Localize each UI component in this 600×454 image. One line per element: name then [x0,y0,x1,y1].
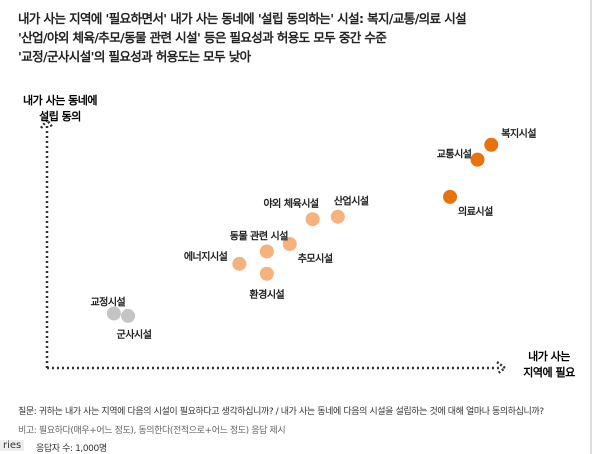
data-point [259,266,274,281]
axes [40,117,508,375]
y-axis-label-2: 설립 동의 [39,109,81,123]
title-line-1: 내가 사는 지역에 '필요하면서' 내가 사는 동네에 '설립 동의하는' 시설… [18,11,467,26]
x-axis-label-1: 내가 사는 [528,349,570,363]
data-label: 산업시설 [334,195,369,208]
data-point [484,137,499,152]
data-label: 추모시설 [298,252,333,265]
title-line-2: '산업/야외 체육/추모/동물 관련 시설' 등은 필요성과 허용도 모두 중간… [18,30,387,45]
data-point [232,256,247,271]
footer-respondents: 응답자 수: 1,000명 [36,444,107,454]
x-axis-arrow [496,361,508,375]
data-point [282,237,297,251]
data-point [121,308,136,323]
title-line-3: '교정/군사시설'의 필요성과 허용도는 모두 낮아 [18,49,251,64]
right-border [590,0,592,454]
y-axis-label-1: 내가 사는 동네에 [23,93,97,107]
footer-note: 비고: 필요하다(매우+어느 정도), 동의한다(전적으로+어느 정도) 응답 … [18,426,286,436]
data-point [259,244,274,259]
data-label: 의료시설 [458,205,493,218]
footer-question: 질문: 귀하는 내가 사는 지역에 다음의 시설이 필요하다고 생각하십니까? … [18,407,544,417]
data-label: 환경시설 [249,288,284,301]
data-label: 동물 관련 시설 [230,229,288,242]
data-point [443,189,458,204]
side-tab[interactable]: ries [0,440,25,451]
data-point [330,209,345,224]
data-label: 군사시설 [117,328,152,341]
data-label: 교통시설 [437,148,472,161]
x-axis-label-2: 지역에 필요 [523,365,575,379]
data-label: 야외 체육시설 [263,197,318,210]
y-axis-arrow [40,117,54,129]
data-label: 복지시설 [501,127,536,140]
data-point [106,306,121,321]
chart-title: 내가 사는 지역에 '필요하면서' 내가 사는 동네에 '설립 동의하는' 시설… [18,9,467,66]
data-point [470,152,485,167]
data-label: 교정시설 [90,295,125,308]
data-label: 에너지시설 [184,250,228,263]
data-point [305,212,320,227]
